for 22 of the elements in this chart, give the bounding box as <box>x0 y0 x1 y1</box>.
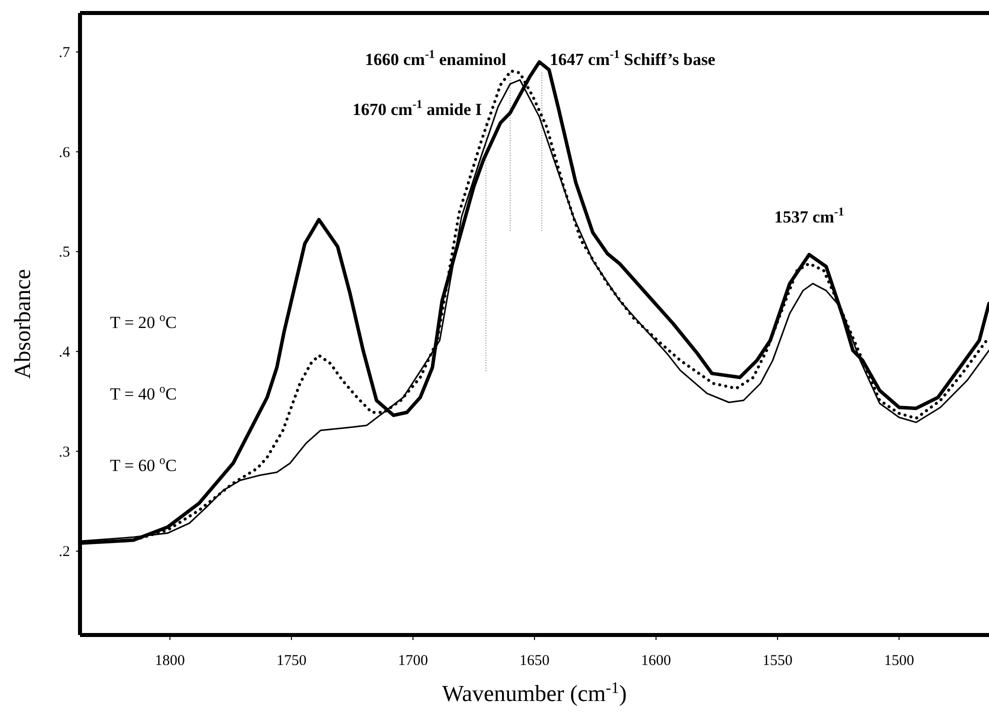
x-tick-label: 1500 <box>884 653 914 669</box>
y-tick-label: .4 <box>58 344 70 360</box>
ref-line-label: 1670 cm$^{-1}$ amide I <box>352 97 482 119</box>
y-tick-label: .2 <box>58 544 70 560</box>
x-axis-title: Wavenumber (cm$^{-1}$) <box>442 680 627 706</box>
x-tick-label: 1800 <box>154 653 185 669</box>
y-tick-label: .3 <box>58 444 70 460</box>
x-tick-label: 1600 <box>641 653 672 669</box>
x-tick-label: 1700 <box>398 653 428 669</box>
y-tick-label: .7 <box>58 44 70 61</box>
y-axis-title: Absorbance <box>10 269 35 379</box>
y-tick-label: .5 <box>58 244 70 261</box>
annotation: T = 40 $^{o}$C <box>110 382 177 404</box>
x-tick-label: 1750 <box>276 653 306 669</box>
ref-line-label: 1660 cm$^{-1}$ enaminol <box>365 47 506 69</box>
y-tick-label: .6 <box>58 144 70 161</box>
annotation: T = 20 $^{o}$C <box>110 310 177 332</box>
x-tick-label: 1650 <box>520 653 550 669</box>
ref-line-label: 1647 cm$^{-1}$ Schiff’s base <box>550 47 716 69</box>
x-tick-label: 1550 <box>762 653 793 669</box>
annotation: T = 60 $^{o}$C <box>110 453 177 476</box>
annotation: 1537 cm$^{-1}$ <box>774 204 844 227</box>
